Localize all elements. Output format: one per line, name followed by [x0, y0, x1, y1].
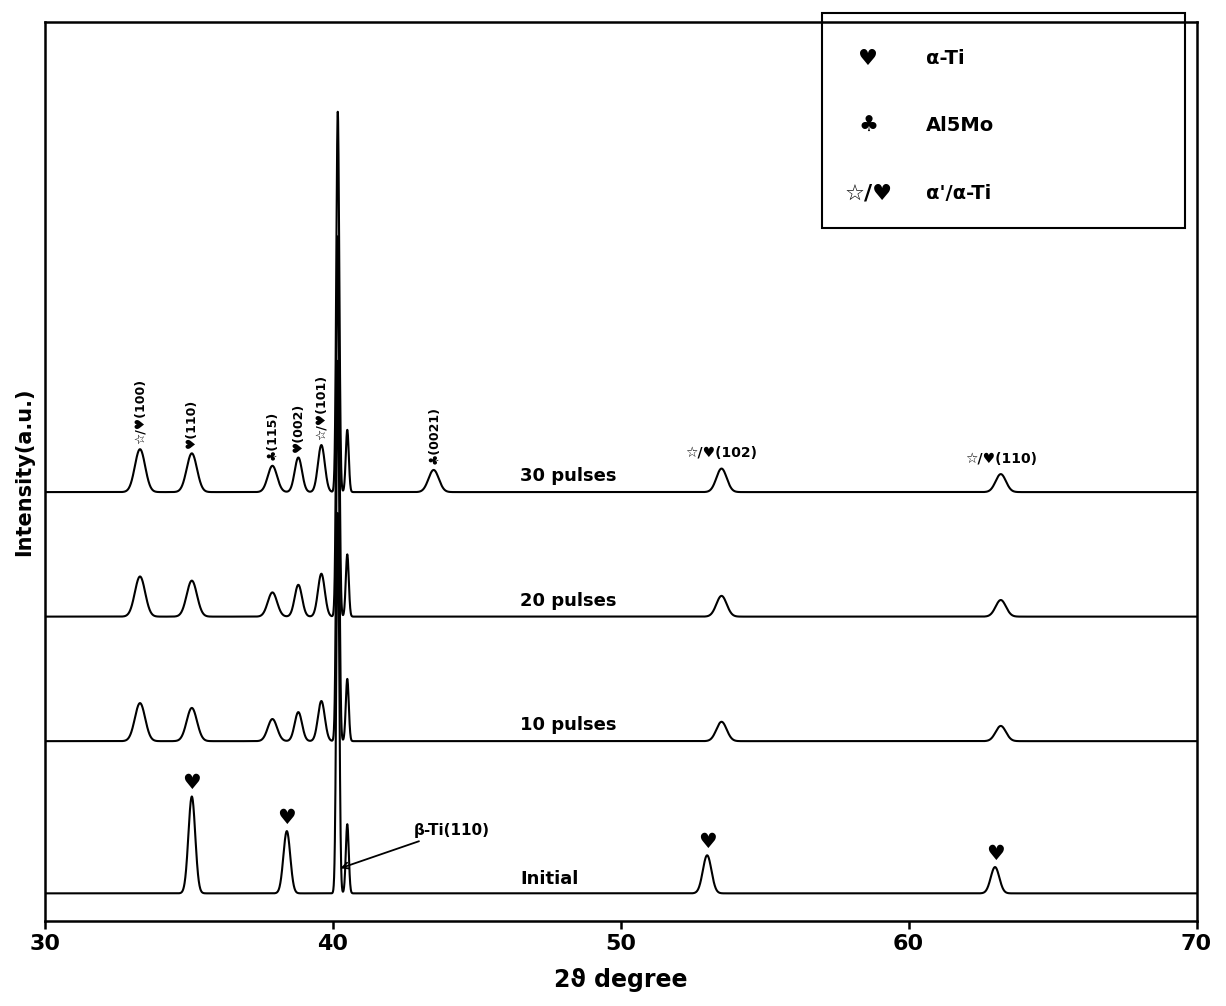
Text: ♥: ♥	[183, 773, 201, 793]
Y-axis label: Intensity(a.u.): Intensity(a.u.)	[13, 387, 34, 555]
Text: ♥: ♥	[986, 844, 1004, 863]
Text: ☆/♥(100): ☆/♥(100)	[134, 378, 146, 444]
Text: Initial: Initial	[520, 870, 579, 888]
Text: ♣: ♣	[858, 116, 878, 136]
Text: 30 pulses: 30 pulses	[520, 467, 617, 485]
Text: ♥: ♥	[698, 832, 716, 852]
Text: ♥(002): ♥(002)	[292, 402, 305, 452]
Text: ☆/♥(101): ☆/♥(101)	[315, 374, 327, 440]
Text: ♥: ♥	[858, 48, 878, 68]
Text: ♣(115): ♣(115)	[266, 411, 280, 461]
Text: α'/α-Ti: α'/α-Ti	[926, 183, 991, 202]
Text: ♥: ♥	[277, 808, 297, 828]
Text: Al5Mo: Al5Mo	[926, 116, 994, 135]
Text: ☆/♥(110): ☆/♥(110)	[965, 452, 1037, 466]
Text: β-Ti(110): β-Ti(110)	[342, 823, 489, 868]
Text: 10 pulses: 10 pulses	[520, 716, 617, 734]
Text: ☆/♥: ☆/♥	[845, 183, 893, 203]
Text: ♥(110): ♥(110)	[185, 398, 199, 448]
X-axis label: 2ϑ degree: 2ϑ degree	[554, 968, 688, 992]
Text: ♣(0021): ♣(0021)	[427, 406, 440, 465]
Text: ☆/♥(102): ☆/♥(102)	[685, 447, 758, 461]
Text: 20 pulses: 20 pulses	[520, 592, 617, 610]
Text: α-Ti: α-Ti	[926, 48, 965, 67]
